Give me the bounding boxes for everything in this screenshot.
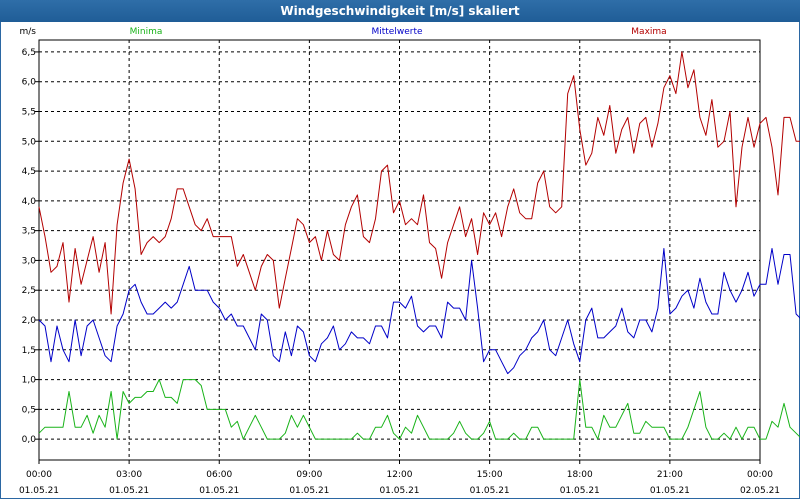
legend-label-mittelwerte: Mittelwerte	[371, 27, 422, 37]
y-tick-label: 5,5	[22, 107, 36, 117]
y-tick-label: 0,5	[22, 405, 36, 415]
y-tick-label: 3,5	[22, 227, 36, 237]
x-tick-time-label: 12:00	[387, 470, 413, 480]
x-tick-date-label: 01.05.21	[470, 486, 510, 496]
legend-label-minima: Minima	[130, 27, 163, 37]
series-line-minima	[38, 379, 800, 440]
y-tick-label: 4,5	[22, 167, 36, 177]
y-tick-label: 1,5	[22, 346, 36, 356]
x-tick-time-label: 21:00	[657, 470, 683, 480]
series-line-maxima	[38, 51, 800, 315]
x-tick-date-label: 01.05.21	[109, 486, 149, 496]
x-tick-date-label: 01.05.21	[379, 486, 419, 496]
x-tick-date-label: 01.05.21	[650, 486, 690, 496]
x-tick-date-label: 01.05.21	[560, 486, 600, 496]
y-tick-label: 2,5	[22, 286, 36, 296]
y-axis-unit-label: m/s	[20, 27, 37, 37]
y-tick-label: 6,5	[22, 48, 36, 58]
x-tick-date-label: 01.05.21	[19, 486, 59, 496]
legend: Minima Mittelwerte Maxima	[130, 27, 667, 37]
series-line-mittelwerte	[38, 248, 800, 375]
series-lines	[38, 51, 800, 440]
x-tick-time-label: 00:00	[26, 470, 52, 480]
y-tick-label: 6,0	[22, 78, 37, 88]
y-tick-label: 4,0	[22, 197, 37, 207]
x-tick-date-label: 01.05.21	[289, 486, 329, 496]
x-tick-time-label: 09:00	[296, 470, 322, 480]
chart-title: Windgeschwindigkeit [m/s] skaliert	[0, 0, 800, 22]
x-tick-time-label: 18:00	[567, 470, 593, 480]
x-tick-time-label: 00:00	[747, 470, 773, 480]
x-tick-time-label: 06:00	[206, 470, 232, 480]
legend-label-maxima: Maxima	[631, 27, 666, 37]
y-tick-label: 0,0	[22, 435, 37, 445]
x-tick-time-label: 03:00	[116, 470, 142, 480]
y-tick-label: 3,0	[22, 256, 37, 266]
axis-labels: 0,0 0,5 1,0 1,5 2,0 2,5 3,0 3,5 4,0 4,5 5,0 5,5 6,0 6…	[19, 27, 780, 496]
x-tick-date-label: 02.05.21	[740, 486, 780, 496]
y-tick-label: 5,0	[22, 137, 37, 147]
y-tick-label: 2,0	[22, 316, 37, 326]
grid-lines	[39, 40, 760, 460]
x-tick-time-label: 15:00	[477, 470, 503, 480]
y-tick-label: 1,0	[22, 376, 37, 386]
x-tick-date-label: 01.05.21	[199, 486, 239, 496]
